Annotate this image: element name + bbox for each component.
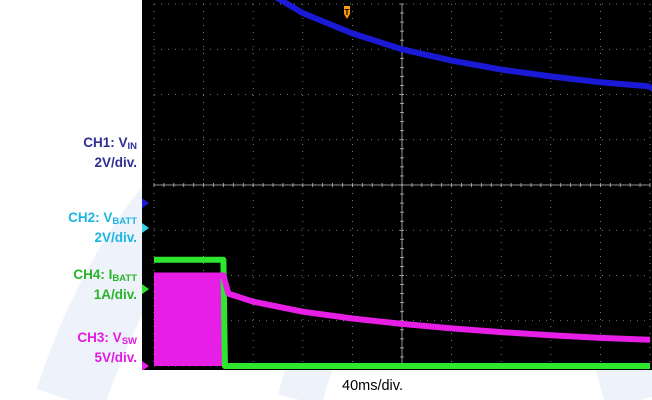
trigger-marker-icon <box>344 6 350 19</box>
trigger-marker-label: T <box>345 8 350 17</box>
oscilloscope-screen: T <box>142 0 652 371</box>
ch1-trace <box>274 0 651 90</box>
ch3-trace <box>154 272 651 343</box>
ch3-switching-fill <box>154 275 224 366</box>
ch4-ground-marker <box>142 284 149 295</box>
ch1-scale: 2V/div. <box>94 155 137 170</box>
ch2-ground-marker <box>142 222 149 233</box>
ch3-scale: 5V/div. <box>94 350 137 365</box>
ch2-scale: 2V/div. <box>94 230 137 245</box>
x-axis-label: 40ms/div. <box>342 378 403 394</box>
ch2-label: CH2: VBATT 2V/div. <box>68 210 137 245</box>
ch1-label: CH1: VIN 2V/div. <box>83 135 137 170</box>
ch3-ground-marker <box>142 361 149 371</box>
ch4-scale: 1A/div. <box>93 287 137 302</box>
scope-plot: T <box>142 0 652 371</box>
ch4-trace <box>154 256 650 369</box>
offset-arrow-icon <box>647 84 652 92</box>
ch1-ground-marker <box>142 198 149 209</box>
ch4-label: CH4: IBATT 1A/div. <box>73 267 137 302</box>
ch3-label: CH3: VSW 5V/div. <box>77 330 137 365</box>
